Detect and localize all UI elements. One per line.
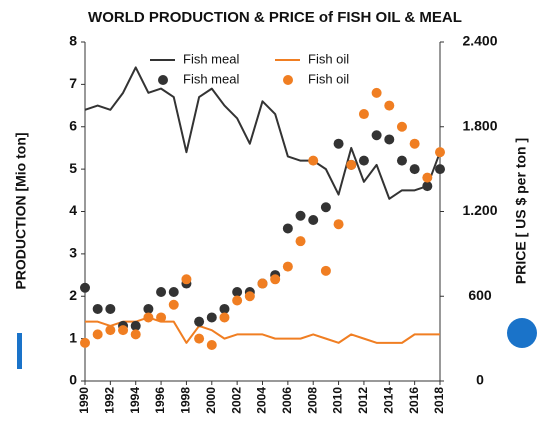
series-dot (396, 155, 407, 166)
y-tick-label: 8 (69, 33, 77, 49)
series-dot (194, 333, 205, 344)
series-dot (358, 155, 369, 166)
series-dot (194, 316, 205, 327)
x-tick-label: 2010 (331, 387, 345, 414)
series-dot (130, 329, 141, 340)
series-dot (384, 100, 395, 111)
series-dot (206, 339, 217, 350)
legend-label: Fish oil (308, 51, 349, 66)
series-dot (422, 181, 433, 192)
series-dot (206, 312, 217, 323)
legend-marker-circle (507, 318, 537, 348)
series-dot (92, 303, 103, 314)
y-axis-label: PRODUCTION [Mio ton] (13, 132, 29, 289)
y2-tick-label: 0 (476, 372, 484, 388)
series-dot (422, 172, 433, 183)
series-dot (232, 287, 243, 298)
y-tick-label: 3 (69, 245, 77, 261)
series-dot (105, 303, 116, 314)
series-dot (308, 214, 319, 225)
y-tick-label: 7 (69, 75, 77, 91)
x-tick-label: 2016 (407, 387, 421, 414)
series-dot (396, 121, 407, 132)
y-tick-label: 1 (69, 329, 77, 345)
series-dot (80, 282, 90, 293)
series-dot (371, 130, 382, 141)
series-dot (282, 261, 293, 272)
legend-label: Fish oil (308, 71, 349, 86)
series-dot (156, 312, 167, 323)
x-tick-label: 2000 (204, 387, 218, 414)
series-dot (282, 223, 293, 234)
series-dot (333, 219, 344, 230)
y-tick-label: 0 (69, 372, 77, 388)
x-tick-label: 2006 (280, 387, 294, 414)
x-tick-label: 1994 (128, 387, 142, 414)
series-dot (333, 138, 344, 149)
series-line (84, 66, 441, 200)
legend-marker-bar (17, 333, 22, 369)
series-dot (92, 329, 103, 340)
series-dot (219, 303, 230, 314)
y2-tick-label: 2.400 (462, 33, 497, 49)
x-tick-label: 2018 (432, 387, 446, 414)
series-dot (232, 295, 243, 306)
series-dot (270, 274, 281, 285)
chart-title: WORLD PRODUCTION & PRICE of FISH OIL & M… (88, 9, 462, 26)
series-dot (130, 320, 141, 331)
series-dot (295, 236, 306, 247)
series-dot (219, 312, 230, 323)
y2-tick-label: 600 (468, 287, 492, 303)
series-dot (143, 303, 154, 314)
y-tick-label: 4 (69, 202, 77, 218)
series-dot (358, 109, 369, 120)
x-tick-label: 2002 (229, 387, 243, 414)
x-tick-label: 1992 (103, 387, 117, 414)
x-tick-label: 1996 (153, 387, 167, 414)
legend-dot (158, 75, 168, 85)
y-tick-label: 5 (69, 160, 77, 176)
x-tick-label: 1990 (77, 387, 91, 414)
series-dot (244, 291, 255, 302)
legend-label: Fish meal (183, 71, 239, 86)
series-dot (346, 159, 357, 170)
x-tick-label: 2008 (305, 387, 319, 414)
x-tick-label: 1998 (179, 387, 193, 414)
series-dot (435, 164, 445, 175)
x-tick-label: 2012 (356, 387, 370, 414)
y-tick-label: 6 (69, 117, 77, 133)
legend-label: Fish meal (183, 51, 239, 66)
series-dot (320, 202, 331, 213)
x-tick-label: 2014 (381, 387, 395, 414)
y2-tick-label: 1.800 (462, 117, 497, 133)
x-tick-label: 2004 (255, 387, 269, 414)
y-tick-label: 2 (69, 287, 77, 303)
series-dot (105, 325, 116, 336)
series-dot (80, 337, 90, 348)
series-dot (156, 287, 167, 298)
series-dot (320, 265, 331, 276)
series-dot (384, 134, 395, 145)
series-dot (118, 325, 129, 336)
y2-axis-label: PRICE [ US $ per ton ] (513, 138, 529, 284)
series-dot (308, 155, 319, 166)
series-dot (295, 210, 306, 221)
y2-tick-label: 1.200 (462, 202, 497, 218)
series-dot (409, 164, 420, 175)
legend-dot (283, 75, 293, 85)
series-dot (435, 147, 445, 158)
series-dot (181, 274, 192, 285)
series-dot (371, 87, 382, 98)
series-dot (143, 312, 154, 323)
series-dot (168, 287, 179, 298)
series-dot (257, 278, 268, 289)
series-dot (409, 138, 420, 149)
series-dot (168, 299, 179, 310)
